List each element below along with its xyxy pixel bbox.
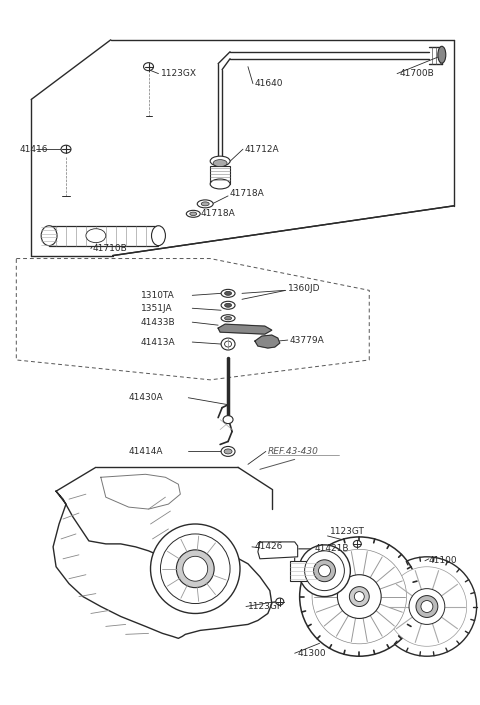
Ellipse shape <box>210 156 230 166</box>
Ellipse shape <box>61 145 71 153</box>
Ellipse shape <box>86 228 106 243</box>
Polygon shape <box>218 324 272 334</box>
Ellipse shape <box>276 598 284 605</box>
Text: 41718A: 41718A <box>200 209 235 219</box>
Text: 1123GX: 1123GX <box>160 69 196 78</box>
Polygon shape <box>295 549 329 574</box>
Text: 41426: 41426 <box>255 542 283 551</box>
Ellipse shape <box>201 202 209 206</box>
Ellipse shape <box>312 549 407 644</box>
Text: 41416: 41416 <box>19 145 48 154</box>
Ellipse shape <box>221 289 235 298</box>
Ellipse shape <box>221 314 235 321</box>
Ellipse shape <box>225 291 231 295</box>
Text: 41414A: 41414A <box>129 447 163 456</box>
Text: 41710B: 41710B <box>93 244 128 253</box>
Text: 41433B: 41433B <box>141 318 175 326</box>
Ellipse shape <box>221 446 235 456</box>
Ellipse shape <box>225 303 231 307</box>
Ellipse shape <box>151 524 240 613</box>
Ellipse shape <box>197 200 213 208</box>
Ellipse shape <box>144 63 154 70</box>
Ellipse shape <box>337 575 381 618</box>
Ellipse shape <box>190 212 197 216</box>
Ellipse shape <box>225 317 231 320</box>
Ellipse shape <box>353 541 361 547</box>
Polygon shape <box>255 335 280 348</box>
Ellipse shape <box>224 449 232 454</box>
Ellipse shape <box>186 210 200 217</box>
Ellipse shape <box>349 587 369 606</box>
Ellipse shape <box>299 545 350 596</box>
Ellipse shape <box>421 601 433 613</box>
Ellipse shape <box>160 534 230 603</box>
Polygon shape <box>258 542 298 559</box>
Ellipse shape <box>221 338 235 350</box>
Text: 41700B: 41700B <box>399 69 434 78</box>
Ellipse shape <box>377 557 477 656</box>
Ellipse shape <box>183 556 208 581</box>
Text: 1351JA: 1351JA <box>141 304 172 313</box>
Text: 41100: 41100 <box>429 556 457 565</box>
Text: REF.43-430: REF.43-430 <box>268 447 319 456</box>
Bar <box>210 166 230 184</box>
Ellipse shape <box>319 565 330 577</box>
Bar <box>49 226 158 245</box>
Ellipse shape <box>225 341 231 347</box>
Ellipse shape <box>41 226 57 245</box>
Text: 43779A: 43779A <box>290 336 324 345</box>
Text: 41640: 41640 <box>255 79 283 88</box>
Text: 1360JD: 1360JD <box>288 284 320 293</box>
Ellipse shape <box>300 537 419 656</box>
Text: 41421B: 41421B <box>314 544 349 553</box>
Text: 41413A: 41413A <box>141 338 175 347</box>
Text: 41430A: 41430A <box>129 393 163 403</box>
Ellipse shape <box>416 596 438 618</box>
Text: 41300: 41300 <box>298 649 326 658</box>
Ellipse shape <box>152 226 166 245</box>
Text: 41712A: 41712A <box>245 145 279 154</box>
Bar <box>290 560 320 581</box>
Polygon shape <box>53 491 272 638</box>
Text: 1310TA: 1310TA <box>141 291 174 300</box>
Ellipse shape <box>438 47 446 63</box>
Ellipse shape <box>409 589 445 625</box>
Ellipse shape <box>210 179 230 189</box>
Text: 41718A: 41718A <box>230 190 265 198</box>
Ellipse shape <box>176 550 214 588</box>
Ellipse shape <box>221 301 235 309</box>
Text: 1123GF: 1123GF <box>248 602 283 611</box>
Ellipse shape <box>387 567 467 646</box>
Ellipse shape <box>223 416 233 424</box>
Ellipse shape <box>354 591 364 601</box>
Ellipse shape <box>313 560 336 582</box>
Ellipse shape <box>305 551 344 591</box>
Text: 1123GT: 1123GT <box>329 527 364 537</box>
Ellipse shape <box>213 159 227 166</box>
